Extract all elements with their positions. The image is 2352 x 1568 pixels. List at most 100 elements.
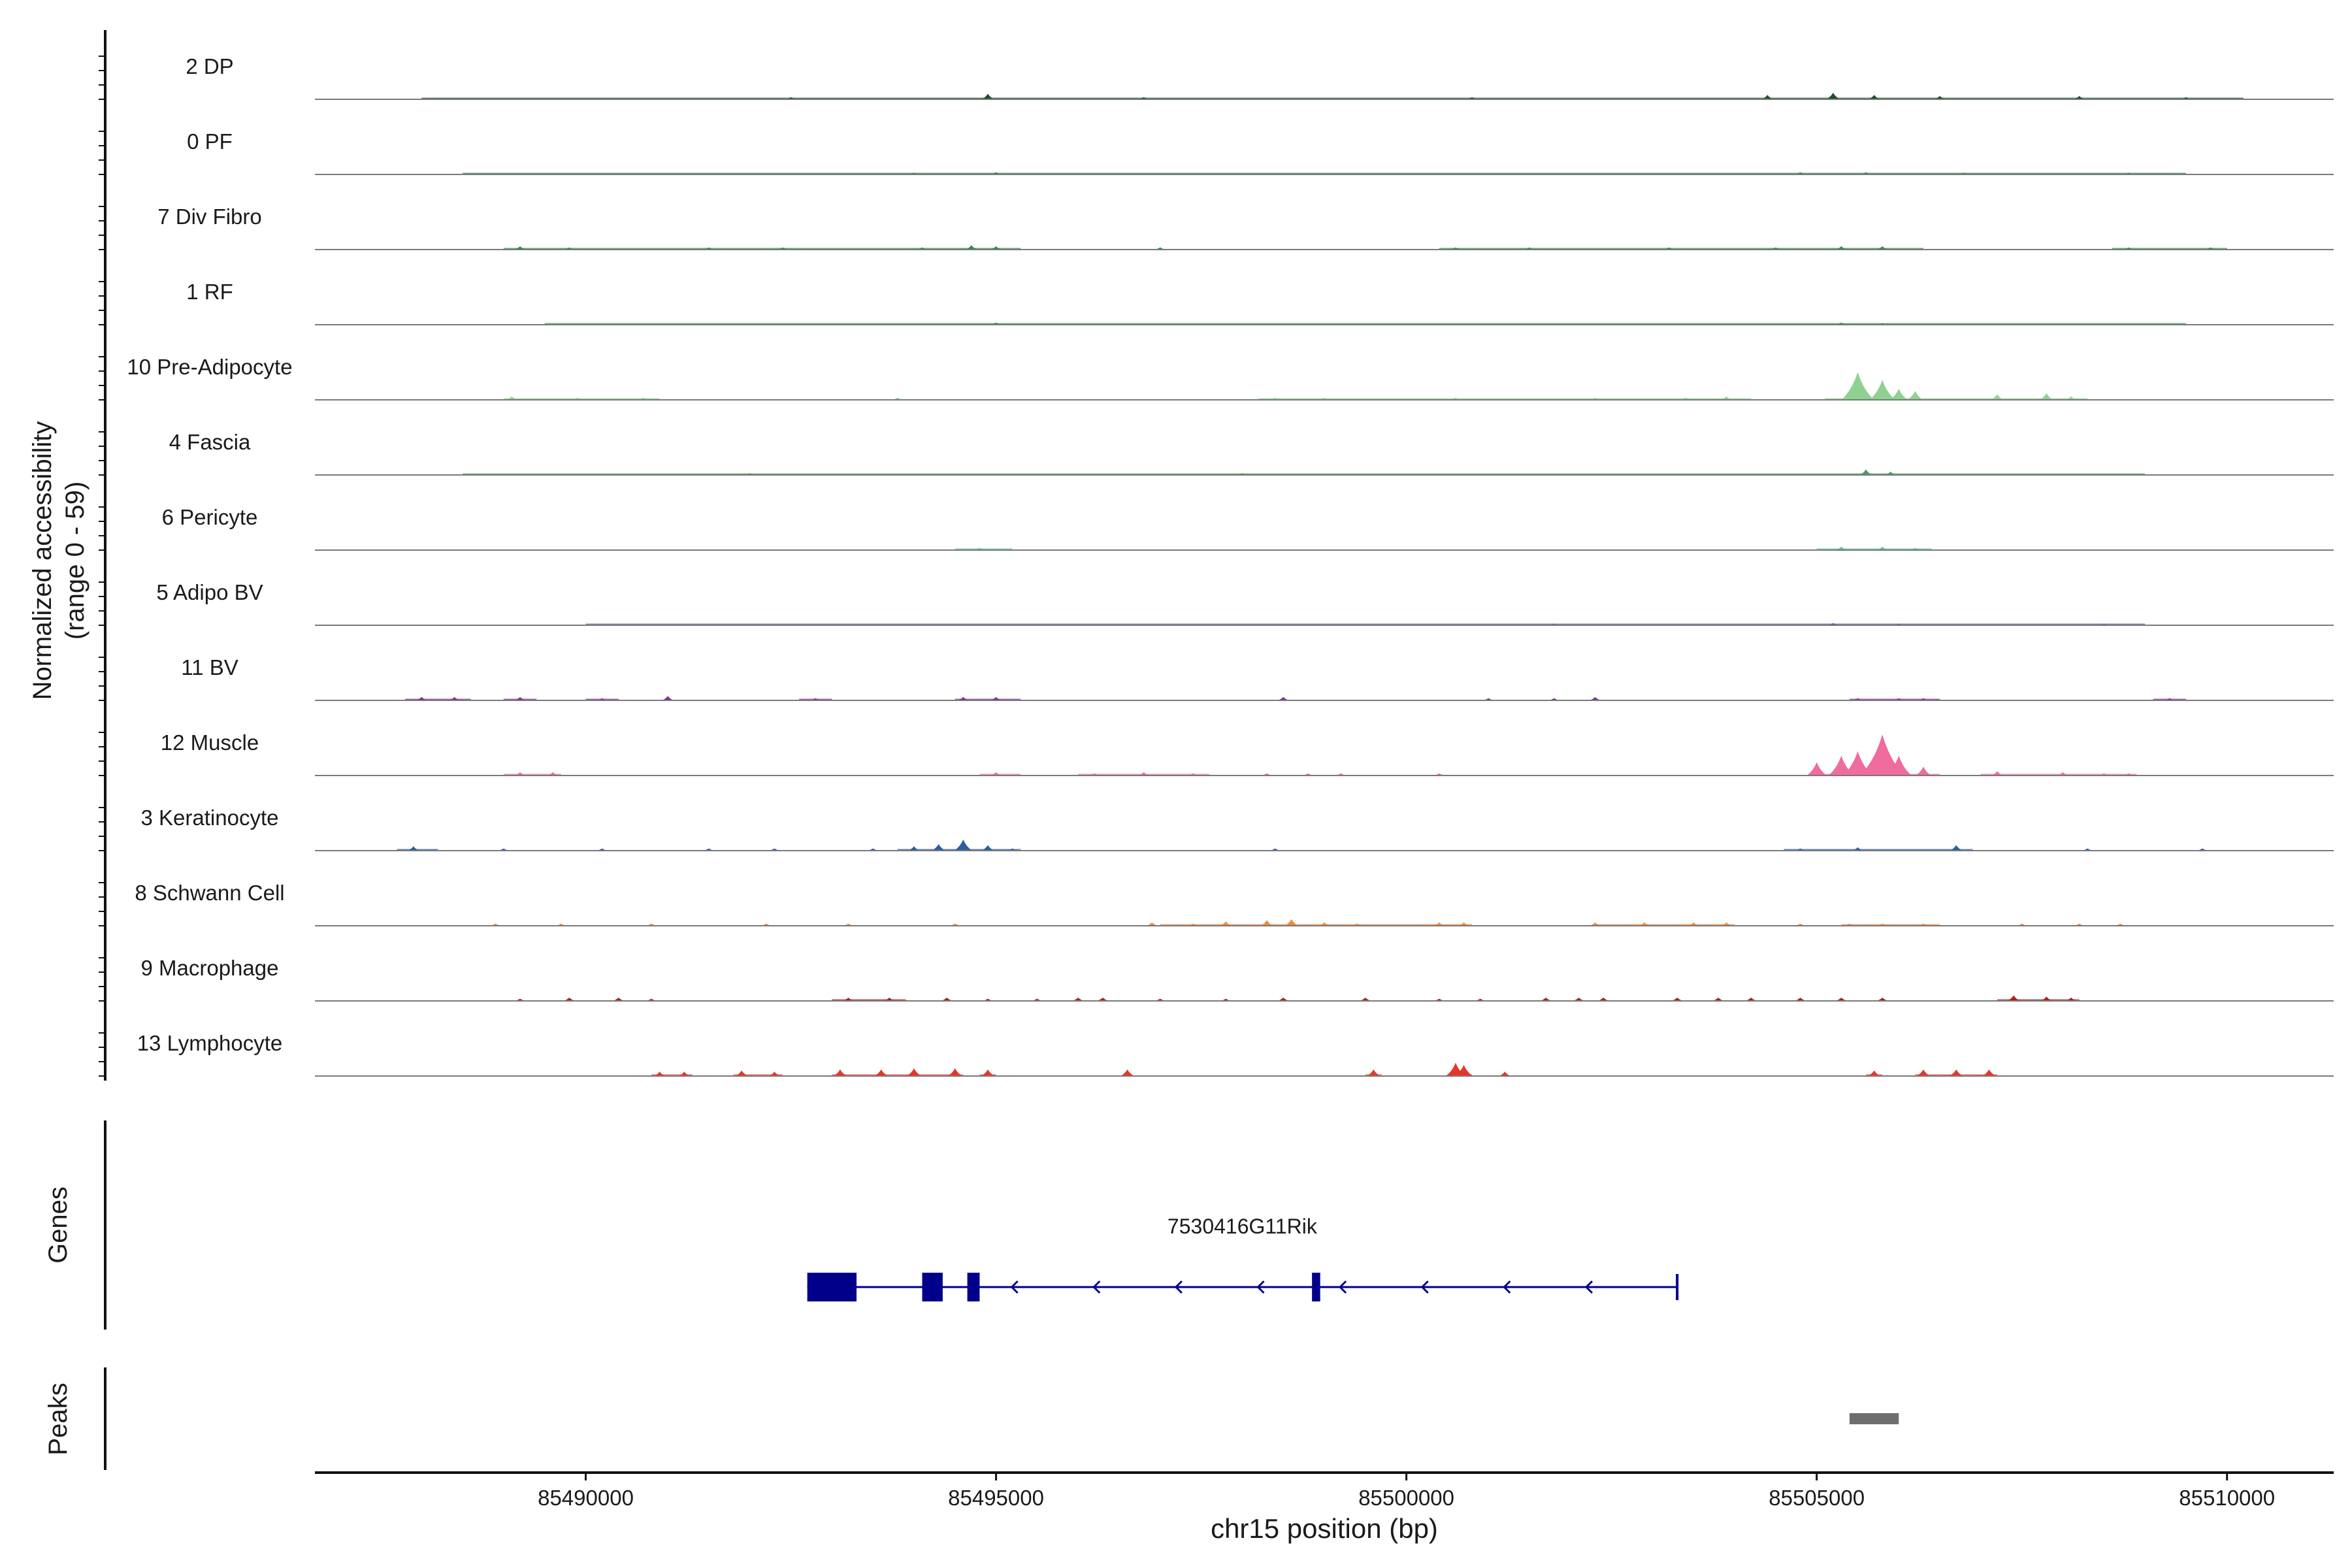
track-peak (1366, 1069, 1380, 1076)
track-peak (2065, 396, 2078, 400)
track-8: 11 BV (181, 655, 2334, 701)
peak-regions (1849, 1413, 1899, 1424)
track-peak (1146, 922, 1158, 926)
track-peak (563, 997, 576, 1001)
track-baseline-signal (1825, 398, 2088, 400)
track-peak (1072, 997, 1085, 1001)
track-label: 7 Div Fibro (157, 204, 262, 229)
track-peak (1720, 396, 1733, 400)
track-peak (990, 772, 1002, 776)
track-peak (1745, 997, 1757, 1001)
track-baseline-signal (1258, 398, 1752, 400)
track-peak (941, 997, 953, 1001)
track-baseline-signal (832, 999, 906, 1001)
track-peak (1688, 922, 1700, 926)
track-peak (947, 1068, 963, 1076)
track-peak (1950, 845, 1963, 851)
track-peak (981, 1069, 995, 1076)
track-baseline-signal (544, 323, 2186, 325)
track-peak (1277, 696, 1290, 700)
track-baseline-signal (832, 1074, 964, 1076)
track-peak (833, 1069, 847, 1076)
track-peak (678, 1071, 691, 1076)
gene-strand-arrow (1420, 1280, 1429, 1294)
track-peak (1859, 469, 1872, 475)
track-peak (2073, 95, 2085, 99)
track-baseline-signal (421, 97, 2244, 99)
x-tick-label: 85510000 (2179, 1486, 2275, 1510)
track-peak (932, 843, 946, 851)
track-baseline-signal (1816, 548, 1932, 550)
track-label: 9 Macrophage (141, 956, 279, 980)
track-baseline-signal (1980, 774, 2137, 776)
track-peak (842, 997, 855, 1001)
genes-label: Genes (44, 1186, 73, 1264)
track-peak (768, 1071, 781, 1076)
track-peak (1884, 471, 1897, 475)
track-0: 2 DP (186, 54, 2334, 100)
track-peak (1359, 997, 1371, 1001)
track-peak (1260, 920, 1273, 926)
track-peak (1499, 1071, 1511, 1076)
track-peak (1915, 766, 1932, 776)
gene-exon (922, 1273, 943, 1301)
y-axis-label-line1: Normalized accessibility (28, 421, 57, 700)
track-peak (416, 696, 428, 700)
track-peak (1318, 922, 1330, 926)
x-axis-label: chr15 position (bp) (1211, 1513, 1438, 1544)
track-peak (907, 846, 921, 851)
track-peak (1826, 92, 1840, 99)
track-peak (653, 1071, 666, 1076)
gene-strand-arrow (1092, 1280, 1101, 1294)
track-label: 5 Adipo BV (156, 580, 263, 604)
track-peak (1949, 1069, 1963, 1076)
y-axis-ticks (99, 56, 105, 1077)
gene-strand-arrow (1338, 1280, 1347, 1294)
track-peak (514, 246, 527, 250)
track-peak (735, 1070, 748, 1076)
track-peak (1458, 922, 1470, 926)
track-peak (1589, 696, 1601, 700)
accessibility-tracks: 2 DP 0 PF 7 Div Fibro 1 RF 10 Pre-Adipocyte 4… (127, 54, 2334, 1077)
gene-strand-arrow (1010, 1280, 1019, 1294)
track-baseline-signal (979, 774, 1021, 776)
track-peak (1982, 1069, 1997, 1076)
track-peak (1794, 997, 1806, 1001)
gene-exon (1312, 1273, 1320, 1301)
track-peak (954, 840, 972, 851)
track-2: 7 Div Fibro (157, 204, 2334, 250)
track-peak (448, 696, 461, 700)
track-baseline-signal (955, 698, 1021, 700)
track-peak (1096, 997, 1109, 1001)
track-baseline-signal (503, 248, 1021, 250)
track-peak (1934, 95, 1946, 99)
track-peak (2039, 393, 2053, 400)
track-label: 1 RF (186, 280, 233, 304)
track-peak (1720, 922, 1733, 926)
track-peak (1869, 380, 1895, 400)
gene-exon (967, 1273, 980, 1301)
track-peak (662, 696, 674, 700)
gene-exon (807, 1273, 857, 1301)
x-tick-label: 85500000 (1358, 1486, 1454, 1510)
track-baseline-signal (463, 473, 2146, 475)
track-peak (965, 245, 977, 250)
track-baseline-signal (1997, 999, 2080, 1001)
track-baseline-signal (503, 398, 660, 400)
track-label: 0 PF (187, 129, 233, 154)
track-peak (2040, 996, 2053, 1001)
track-12: 9 Macrophage (141, 956, 2334, 1002)
peak-region (1849, 1413, 1899, 1424)
track-baseline-signal (955, 548, 1013, 550)
track-peak (2057, 772, 2069, 776)
track-peak (1284, 919, 1299, 926)
gene-strand-arrow (1174, 1280, 1183, 1294)
track-peak (883, 997, 896, 1001)
track-peak (1876, 246, 1889, 250)
track-peak (1841, 372, 1874, 400)
track-label: 6 Pericyte (162, 505, 258, 529)
track-peak (1277, 997, 1290, 1001)
track-peak (612, 997, 625, 1001)
track-peak (1907, 391, 1923, 400)
track-label: 2 DP (186, 54, 233, 78)
